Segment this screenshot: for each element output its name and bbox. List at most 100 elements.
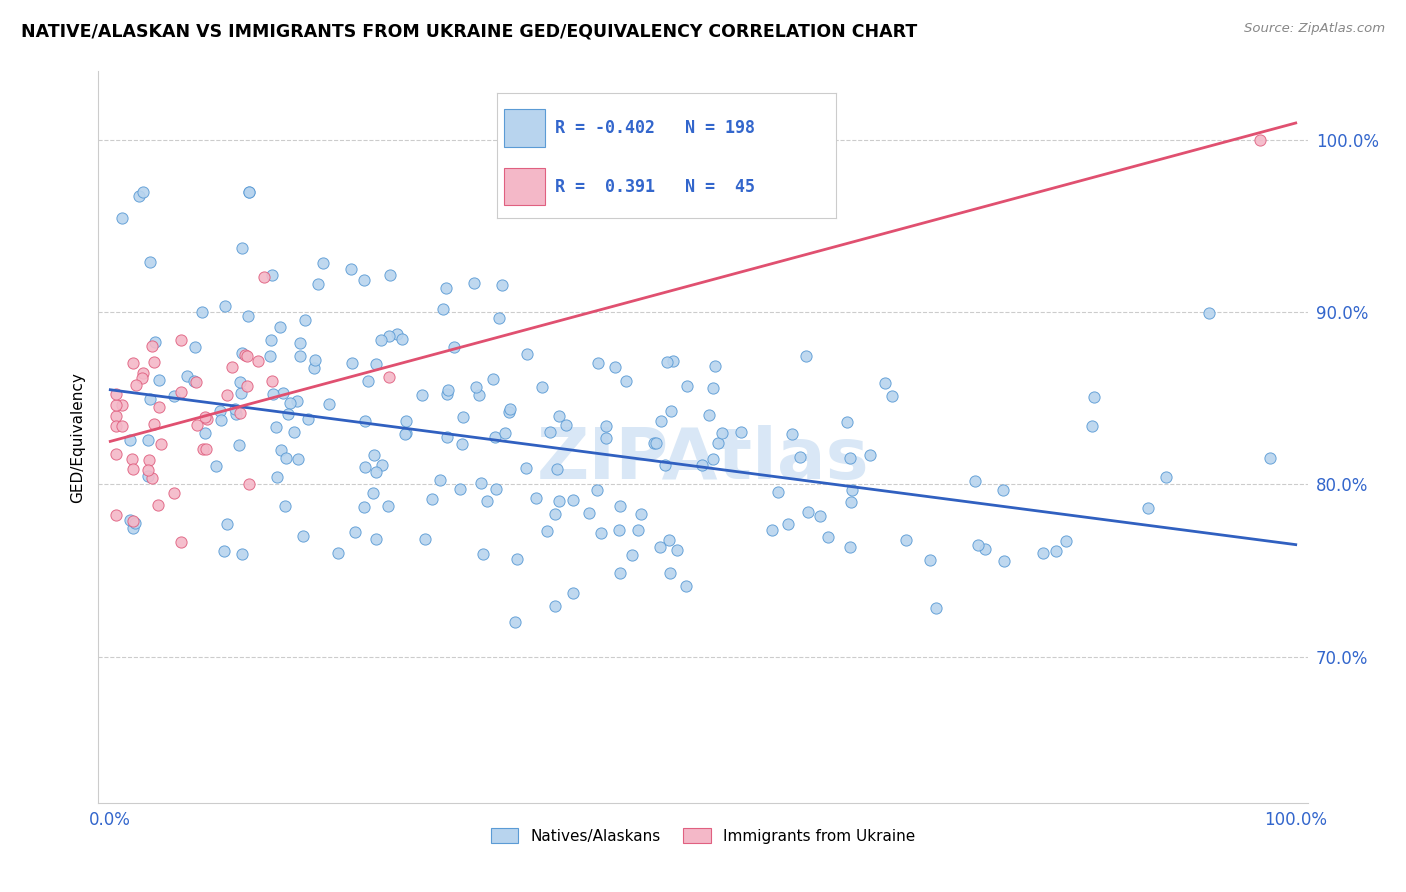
Point [262,387,284,401]
Point [675,579,697,593]
Point [377,370,399,384]
Point [120,513,142,527]
Point [209,413,232,427]
Point [270,442,292,457]
Point [105,387,128,401]
Point [499,402,522,417]
Point [191,304,214,318]
Point [283,425,305,439]
Point [262,374,284,388]
Legend: Natives/Alaskans, Immigrants from Ukraine: Natives/Alaskans, Immigrants from Ukrain… [485,822,921,850]
Point [436,387,458,401]
Point [589,525,612,540]
Point [817,530,839,544]
Point [524,491,547,505]
Point [650,414,672,428]
Point [644,436,666,450]
Point [658,533,681,547]
Point [411,388,433,402]
Point [643,435,665,450]
Point [614,374,637,388]
Point [111,419,134,434]
Point [1032,546,1054,560]
Point [1054,534,1077,549]
Point [170,534,193,549]
Point [215,388,238,402]
Point [231,385,253,400]
Point [1083,390,1105,404]
Point [468,388,491,402]
Point [432,301,454,316]
Point [595,431,617,445]
Point [482,372,505,386]
Point [662,354,685,368]
Point [238,476,260,491]
Point [470,475,492,490]
Point [761,523,783,537]
Point [233,348,256,362]
Point [516,347,538,361]
Point [586,483,609,497]
Point [259,333,281,347]
Point [122,514,145,528]
Point [264,420,287,434]
Point [443,340,465,354]
Text: NATIVE/ALASKAN VS IMMIGRANTS FROM UKRAINE GED/EQUIVALENCY CORRELATION CHART: NATIVE/ALASKAN VS IMMIGRANTS FROM UKRAIN… [21,22,917,40]
Point [111,398,134,412]
Point [163,486,186,500]
Point [356,374,378,388]
Y-axis label: GED/Equivalency: GED/Equivalency [70,372,86,502]
Point [491,277,513,292]
Point [225,408,247,422]
Point [1249,133,1271,147]
Point [288,349,311,363]
Point [148,498,170,512]
Point [484,430,506,444]
Point [195,411,218,425]
Point [371,458,394,472]
Point [607,523,630,537]
Point [621,548,644,562]
Point [124,516,146,531]
Point [353,272,375,286]
Point [121,452,143,467]
Point [269,320,291,334]
Point [506,552,529,566]
Point [105,418,128,433]
Point [630,507,652,521]
Point [143,335,166,350]
Point [294,313,316,327]
Point [194,410,217,425]
Point [544,507,567,521]
Point [259,349,281,363]
Point [236,309,259,323]
Point [194,442,217,456]
Point [422,491,444,506]
Point [429,473,451,487]
Point [170,385,193,400]
Point [364,465,387,479]
Point [839,495,862,509]
Point [547,494,569,508]
Point [839,540,862,554]
Text: Source: ZipAtlas.com: Source: ZipAtlas.com [1244,22,1385,36]
Point [394,427,416,442]
Point [536,524,558,538]
Point [366,357,388,371]
Point [703,359,725,374]
Point [287,451,309,466]
Text: ZIPAtlas: ZIPAtlas [537,425,869,493]
Point [530,380,553,394]
Point [498,405,520,419]
Point [143,355,166,369]
Point [463,276,485,290]
Point [702,451,724,466]
Point [326,546,349,560]
Point [702,381,724,395]
Point [776,516,799,531]
Point [659,404,682,418]
Point [191,442,214,456]
Point [276,451,298,466]
Point [453,409,475,424]
Point [555,417,578,432]
